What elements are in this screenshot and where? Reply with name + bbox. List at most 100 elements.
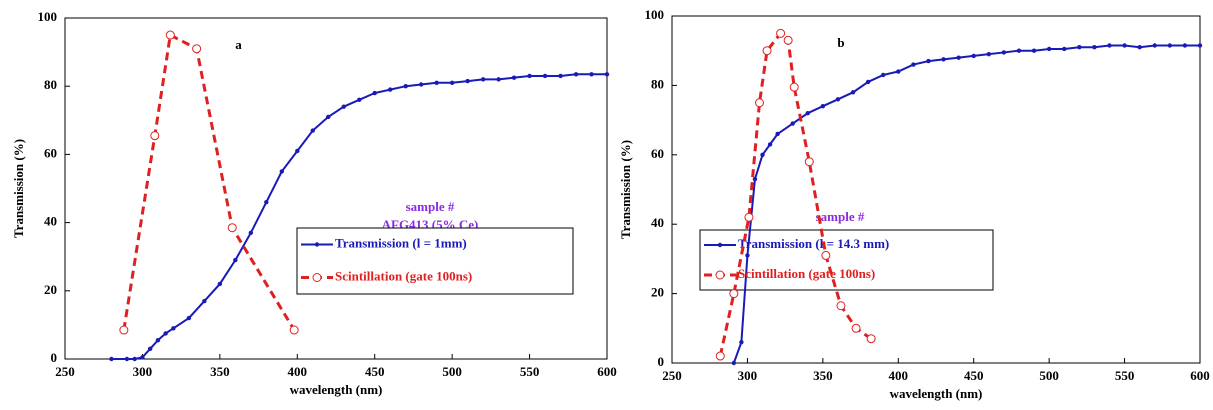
marker xyxy=(186,315,192,321)
y-axis-label: Transmission (%) xyxy=(618,140,633,239)
x-tick-label: 500 xyxy=(442,364,462,379)
legend-label: Scintillation (gate 100ns) xyxy=(335,268,472,283)
y-tick-label: 60 xyxy=(44,145,57,160)
marker xyxy=(739,339,744,345)
marker xyxy=(821,250,831,260)
x-tick-label: 250 xyxy=(662,368,682,383)
marker xyxy=(1107,43,1112,48)
panel-label: b xyxy=(837,35,844,50)
marker xyxy=(820,104,826,109)
marker xyxy=(911,62,916,67)
y-axis-label: Transmission (%) xyxy=(11,139,26,238)
plot-frame xyxy=(64,17,608,360)
marker xyxy=(1016,48,1022,53)
marker xyxy=(1152,43,1157,48)
marker xyxy=(775,131,780,137)
marker xyxy=(449,80,455,85)
x-tick-label: 400 xyxy=(288,364,308,379)
marker xyxy=(926,58,931,64)
marker xyxy=(1167,43,1173,48)
x-axis-label: wavelength (nm) xyxy=(290,382,383,397)
marker xyxy=(971,53,976,59)
marker xyxy=(866,334,876,344)
marker xyxy=(1031,48,1037,53)
marker xyxy=(805,110,810,116)
marker xyxy=(881,72,886,78)
x-tick-label: 600 xyxy=(1190,368,1210,383)
marker xyxy=(511,75,517,80)
marker xyxy=(744,212,754,222)
x-tick-label: 400 xyxy=(889,368,909,383)
x-tick-label: 550 xyxy=(520,364,540,379)
y-tick-label: 80 xyxy=(651,76,664,91)
x-tick-label: 500 xyxy=(1039,368,1059,383)
legend-marker xyxy=(314,242,320,247)
x-tick-label: 300 xyxy=(738,368,758,383)
marker xyxy=(165,30,175,40)
marker xyxy=(132,356,137,362)
marker xyxy=(326,114,331,120)
marker xyxy=(558,73,563,79)
series-line xyxy=(122,32,296,331)
legend-box xyxy=(296,227,574,295)
marker xyxy=(1001,50,1007,55)
marker xyxy=(573,72,579,77)
x-tick-label: 250 xyxy=(55,364,75,379)
marker xyxy=(465,78,470,84)
marker xyxy=(896,69,901,74)
marker xyxy=(418,82,424,87)
x-tick-label: 550 xyxy=(1115,368,1135,383)
series-line xyxy=(732,44,1200,364)
y-tick-label: 0 xyxy=(658,354,665,369)
y-tick-label: 100 xyxy=(645,7,665,22)
legend-marker xyxy=(717,242,723,248)
marker xyxy=(1046,46,1052,52)
marker xyxy=(140,355,145,360)
marker xyxy=(310,128,315,133)
y-tick-label: 40 xyxy=(651,215,664,230)
marker xyxy=(604,72,610,77)
marker xyxy=(150,131,160,141)
plot-frame xyxy=(671,15,1201,364)
annotation: sample # xyxy=(406,199,455,214)
y-tick-label: 0 xyxy=(51,350,58,365)
marker xyxy=(776,28,786,38)
marker xyxy=(783,35,793,45)
marker xyxy=(865,79,871,85)
marker xyxy=(790,121,795,126)
marker xyxy=(496,77,501,82)
series-line xyxy=(111,73,607,360)
marker xyxy=(731,360,737,366)
legend-label: Scintillation (gate 100ns) xyxy=(738,266,875,281)
marker xyxy=(119,325,129,335)
x-tick-label: 600 xyxy=(597,364,617,379)
marker xyxy=(155,338,161,343)
y-tick-label: 80 xyxy=(44,77,57,92)
marker xyxy=(1137,45,1142,50)
marker xyxy=(217,281,223,287)
x-tick-label: 450 xyxy=(964,368,984,383)
panel-label: a xyxy=(235,37,242,52)
marker xyxy=(589,72,594,77)
marker xyxy=(836,301,846,311)
marker xyxy=(956,55,961,60)
marker xyxy=(434,80,439,85)
x-tick-label: 350 xyxy=(813,368,833,383)
marker xyxy=(542,73,548,79)
marker xyxy=(729,289,739,299)
marker xyxy=(124,356,130,362)
marker xyxy=(295,148,300,154)
marker xyxy=(248,230,254,236)
y-tick-label: 60 xyxy=(651,146,664,161)
y-tick-label: 20 xyxy=(651,285,664,300)
marker xyxy=(752,176,758,182)
marker xyxy=(1197,43,1203,48)
y-tick-label: 100 xyxy=(38,9,58,24)
x-tick-label: 450 xyxy=(365,364,385,379)
marker xyxy=(835,97,841,102)
marker xyxy=(357,97,362,103)
marker xyxy=(289,325,299,335)
marker xyxy=(715,351,725,361)
x-tick-label: 300 xyxy=(133,364,153,379)
marker xyxy=(1077,45,1082,50)
